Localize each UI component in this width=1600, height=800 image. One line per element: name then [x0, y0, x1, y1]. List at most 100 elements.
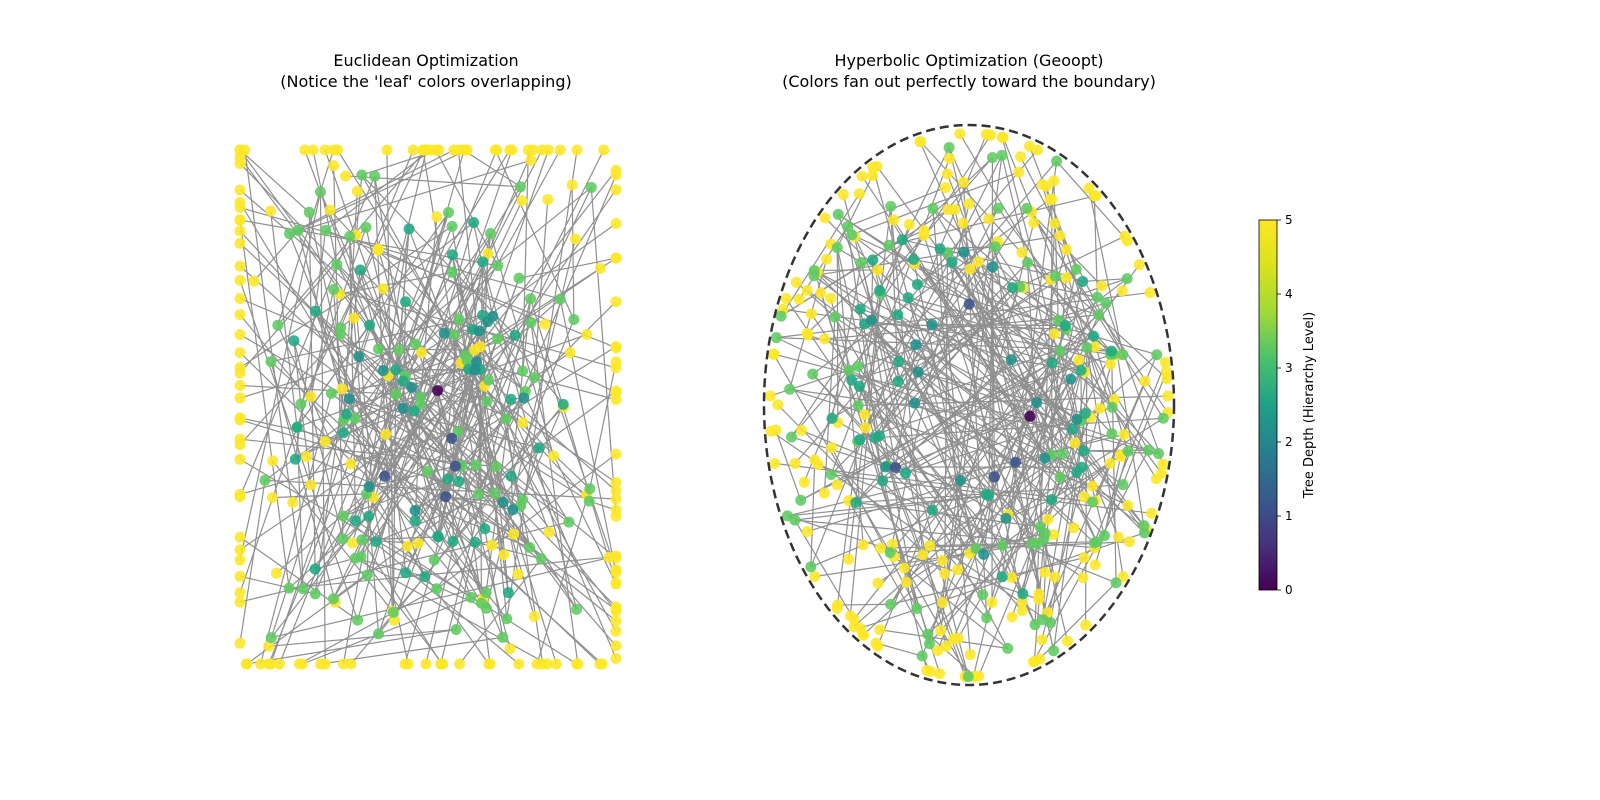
hyperbolic-node-level-5: [1078, 552, 1090, 564]
hyperbolic-node-level-5: [1028, 217, 1040, 229]
hyperbolic-edge: [906, 417, 1164, 583]
euclidean-node-level-4: [428, 554, 440, 566]
hyperbolic-node-level-4: [1157, 412, 1169, 424]
euclidean-edge: [368, 465, 456, 488]
euclidean-node-level-4: [485, 228, 497, 240]
euclidean-node-level-5: [468, 344, 480, 356]
euclidean-node-level-2: [397, 402, 409, 414]
euclidean-node-level-4: [259, 474, 271, 486]
euclidean-edge: [589, 361, 617, 489]
euclidean-node-level-4: [481, 395, 493, 407]
euclidean-node-level-4: [390, 388, 402, 400]
hyperbolic-node-level-5: [1133, 259, 1145, 271]
hyperbolic-node-level-5: [952, 632, 964, 644]
hyperbolic-edge: [1093, 195, 1098, 298]
euclidean-node-level-4: [320, 224, 332, 236]
hyperbolic-edge: [854, 236, 1036, 625]
euclidean-node-level-5: [336, 383, 348, 395]
euclidean-node-level-5: [482, 248, 494, 260]
hyperbolic-node-level-5: [805, 308, 817, 320]
euclidean-edge: [459, 558, 542, 665]
euclidean-node-level-4: [472, 488, 484, 500]
euclidean-node-level-4: [517, 494, 529, 506]
euclidean-edge: [419, 216, 438, 398]
euclidean-node-level-4: [265, 356, 277, 368]
hyperbolic-node-level-5: [812, 458, 824, 470]
hyperbolic-node-level-5: [859, 409, 871, 421]
hyperbolic-edge: [842, 194, 969, 677]
hyperbolic-node-level-3: [1066, 423, 1078, 435]
hyperbolic-node-level-5: [1048, 175, 1060, 187]
hyperbolic-node-level-4: [1057, 448, 1069, 460]
hyperbolic-node-level-3: [1059, 320, 1071, 332]
euclidean-node-level-4: [303, 206, 315, 218]
euclidean-edge: [356, 222, 475, 621]
euclidean-node-level-5: [610, 362, 622, 374]
hyperbolic-node-level-5: [996, 131, 1008, 143]
hyperbolic-node-level-5: [1144, 287, 1156, 299]
euclidean-edge: [451, 272, 617, 659]
hyperbolic-node-level-3: [1046, 357, 1058, 369]
euclidean-edge: [524, 301, 617, 392]
hyperbolic-edge: [860, 262, 947, 647]
hyperbolic-node-level-5: [1006, 611, 1018, 623]
poincare-boundary-circle: [762, 123, 1176, 687]
hyperbolic-node-level-2: [1039, 452, 1051, 464]
hyperbolic-node-level-0: [1024, 410, 1036, 422]
euclidean-edge: [277, 149, 335, 326]
euclidean-node-level-5: [581, 328, 593, 340]
euclidean-edge: [239, 189, 507, 420]
euclidean-edge: [533, 199, 549, 378]
euclidean-node-level-5: [512, 568, 524, 580]
euclidean-node-level-4: [513, 272, 525, 284]
hyperbolic-edge: [962, 223, 1055, 651]
euclidean-edge: [239, 458, 482, 604]
hyperbolic-node-level-5: [1028, 656, 1040, 668]
hyperbolic-node-level-4: [1054, 345, 1066, 357]
euclidean-node-level-5: [327, 144, 339, 156]
euclidean-node-level-5: [372, 244, 384, 256]
euclidean-node-level-4: [461, 355, 473, 367]
hyperbolic-node-level-4: [842, 221, 854, 233]
euclidean-node-level-4: [525, 293, 537, 305]
hyperbolic-node-level-5: [1006, 572, 1018, 584]
euclidean-node-level-4: [328, 283, 340, 295]
euclidean-node-level-2: [438, 327, 450, 339]
euclidean-node-level-5: [498, 549, 510, 561]
hyperbolic-node-level-4: [1038, 533, 1050, 545]
hyperbolic-node-level-5: [958, 176, 970, 188]
hyperbolic-node-level-5: [765, 425, 777, 437]
hyperbolic-node-level-2: [958, 246, 970, 258]
euclidean-node-level-5: [273, 658, 285, 670]
euclidean-node-level-5: [594, 658, 606, 670]
euclidean-node-level-5: [234, 379, 246, 391]
hyperbolic-node-level-4: [1142, 444, 1154, 456]
euclidean-node-level-5: [506, 144, 518, 156]
euclidean-node-level-4: [524, 542, 536, 554]
hyperbolic-node-level-5: [1089, 559, 1101, 571]
hyperbolic-node-level-5: [793, 293, 805, 305]
hyperbolic-node-level-5: [856, 170, 868, 182]
euclidean-node-level-5: [234, 412, 246, 424]
euclidean-node-level-4: [585, 181, 597, 193]
euclidean-node-level-4: [489, 487, 501, 499]
hyperbolic-node-level-4: [843, 364, 855, 376]
euclidean-node-level-3: [469, 536, 481, 548]
euclidean-node-level-5: [234, 596, 246, 608]
hyperbolic-node-level-2: [926, 318, 938, 330]
euclidean-node-level-3: [533, 442, 545, 454]
euclidean-node-level-3: [409, 515, 421, 527]
hyperbolic-edge: [994, 246, 1024, 289]
hyperbolic-node-level-5: [939, 182, 951, 194]
euclidean-node-level-5: [572, 658, 584, 670]
euclidean-node-level-1: [379, 470, 391, 482]
euclidean-node-level-4: [292, 224, 304, 236]
hyperbolic-node-level-5: [859, 422, 871, 434]
euclidean-node-level-4: [372, 343, 384, 355]
euclidean-node-level-4: [284, 228, 296, 240]
euclidean-node-level-5: [569, 233, 581, 245]
euclidean-edge: [478, 406, 565, 495]
hyperbolic-node-level-5: [826, 442, 838, 454]
euclidean-edge: [530, 298, 617, 584]
hyperbolic-node-level-5: [1096, 280, 1108, 292]
